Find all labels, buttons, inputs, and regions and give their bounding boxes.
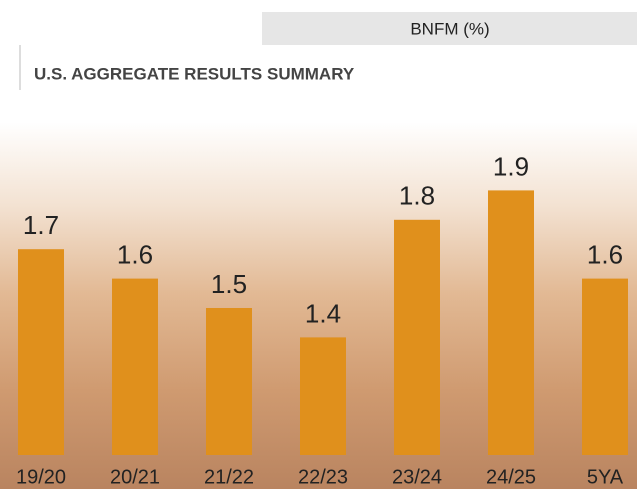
x-tick-label: 24/25 — [486, 466, 536, 488]
value-label: 1.5 — [211, 269, 247, 299]
x-tick-label: 5YA — [587, 466, 624, 488]
bar — [206, 308, 252, 455]
bar — [112, 279, 158, 455]
bar — [300, 337, 346, 455]
x-tick-label: 20/21 — [110, 466, 160, 488]
x-tick-label: 21/22 — [204, 466, 254, 488]
value-label: 1.6 — [587, 239, 623, 269]
x-tick-label: 23/24 — [392, 466, 442, 488]
value-label: 1.8 — [399, 181, 435, 211]
x-tick-label: 22/23 — [298, 466, 348, 488]
value-label: 1.9 — [493, 151, 529, 181]
x-tick-label: 19/20 — [16, 466, 66, 488]
bar — [394, 220, 440, 455]
bar — [488, 190, 534, 455]
chart: BNFM (%) U.S. AGGREGATE RESULTS SUMMARY … — [0, 0, 637, 489]
value-label: 1.7 — [23, 210, 59, 240]
chart-title: U.S. AGGREGATE RESULTS SUMMARY — [34, 64, 355, 83]
value-label: 1.4 — [305, 298, 341, 328]
bar — [18, 249, 64, 455]
bar — [582, 279, 628, 455]
value-label: 1.6 — [117, 239, 153, 269]
page: BNFM (%) U.S. AGGREGATE RESULTS SUMMARY … — [0, 0, 637, 489]
header: BNFM (%) — [410, 19, 489, 38]
